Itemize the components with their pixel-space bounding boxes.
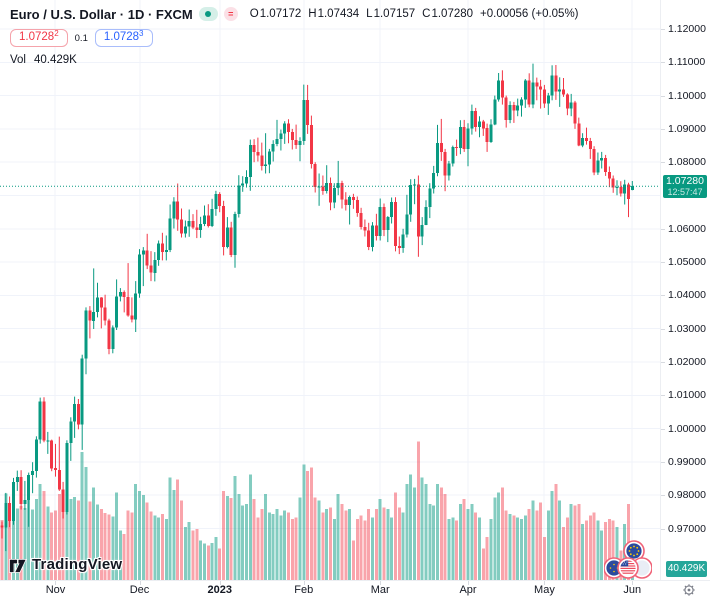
- high-label: H: [308, 8, 317, 20]
- price-axis-tick: [661, 428, 665, 430]
- low-label: L: [366, 8, 373, 20]
- bid-price: 1.0728: [19, 31, 55, 43]
- price-axis-label: 1.09000: [668, 122, 706, 135]
- time-axis-tick: [468, 581, 469, 585]
- tradingview-logo[interactable]: TradingView: [8, 555, 122, 574]
- time-axis-tick: [632, 581, 633, 585]
- bid-pip-sup: 2: [54, 29, 59, 38]
- price-axis-tick: [661, 295, 665, 297]
- green-dot-icon: [205, 11, 212, 17]
- price-axis-label: 0.98000: [668, 489, 706, 502]
- chart-legend: Euro / U.S. Dollar · 1D · FXCM = O 1.0717…: [10, 5, 579, 66]
- close-value: 1.07280: [431, 8, 474, 20]
- price-axis-label: 1.04000: [668, 289, 706, 302]
- time-axis-tick: [220, 581, 221, 585]
- sell-bid-button[interactable]: 1.0728 2: [10, 29, 68, 47]
- price-axis-tick: [661, 29, 665, 30]
- price-axis-label: 1.12000: [668, 23, 706, 35]
- price-axis-label: 1.10000: [668, 89, 706, 102]
- price-axis-tick: [661, 228, 665, 230]
- price-axis-label: 0.99000: [668, 455, 706, 468]
- time-axis-tick: [55, 581, 56, 585]
- price-axis-label: 0.97000: [668, 522, 706, 535]
- volume-axis-label: 40.429K: [666, 561, 707, 577]
- price-axis[interactable]: 1.12000 1.11000 1.10000 1.09000 1.08000 1.060…: [660, 0, 710, 580]
- price-axis-tick: [661, 262, 665, 264]
- last-price-label: 1.07280 12:57:47: [663, 174, 707, 198]
- price-axis-label: 1.03000: [668, 322, 706, 335]
- price-axis-tick: [661, 495, 665, 497]
- axis-settings-gear-icon[interactable]: [682, 583, 696, 597]
- price-axis-label: 1.00000: [668, 422, 706, 435]
- time-axis-tick: [380, 581, 381, 585]
- price-axis-label: 1.01000: [668, 389, 706, 402]
- tradingview-logo-text: TradingView: [32, 556, 123, 573]
- bar-countdown: 12:57:47: [667, 186, 703, 197]
- close-label: C: [422, 8, 431, 20]
- time-axis-label: Jun: [623, 584, 642, 596]
- volume-legend-value: 40.429K: [34, 54, 77, 66]
- price-axis-tick: [661, 528, 665, 530]
- low-value: 1.07157: [373, 8, 416, 20]
- price-axis-tick: [661, 362, 665, 363]
- ohlc-values: O 1.07172 H 1.07434 L 1.07157 C 1.07280 +0.0…: [250, 8, 579, 20]
- price-axis-tick: [661, 162, 665, 164]
- buy-ask-button[interactable]: 1.0728 3: [94, 29, 153, 47]
- time-axis[interactable]: Nov Dec 2023 Feb Mar Apr May Jun: [0, 580, 710, 600]
- price-axis-tick: [661, 395, 665, 397]
- ask-pip-sup: 3: [139, 29, 144, 38]
- tradingview-logo-icon: [9, 558, 27, 573]
- open-label: O: [249, 8, 259, 20]
- last-price-value: 1.07280: [666, 174, 704, 187]
- symbol-title[interactable]: Euro / U.S. Dollar · 1D · FXCM: [10, 6, 193, 22]
- economic-event-eu-icon[interactable]: [623, 540, 645, 567]
- economic-event-eu-us-icons[interactable]: [603, 556, 653, 585]
- price-axis-label: 1.05000: [668, 256, 706, 269]
- spread-value: 0.1: [74, 32, 88, 44]
- price-axis-label: 1.06000: [668, 222, 706, 235]
- price-axis-tick: [661, 461, 665, 463]
- change-value: +0.00056 (+0.05%): [480, 8, 579, 20]
- time-axis-tick: [304, 581, 305, 585]
- open-value: 1.07172: [259, 8, 302, 20]
- price-axis-tick: [661, 95, 665, 97]
- market-status-icon[interactable]: [198, 7, 218, 21]
- chart-canvas[interactable]: [0, 0, 660, 580]
- price-axis-label: 1.08000: [668, 156, 706, 169]
- time-axis-label: Nov: [45, 584, 66, 596]
- time-axis-label: Dec: [129, 584, 150, 596]
- time-axis-tick: [140, 581, 141, 585]
- price-axis-tick: [661, 62, 665, 64]
- price-axis-tick: [661, 328, 665, 330]
- delayed-data-icon[interactable]: =: [223, 7, 238, 21]
- high-value: 1.07434: [317, 8, 360, 20]
- time-axis-label: 2023: [207, 584, 232, 596]
- price-axis-tick: [661, 128, 665, 130]
- ask-price: 1.0728: [103, 31, 140, 43]
- price-axis-label: 1.11000: [668, 56, 706, 69]
- volume-legend-label: Vol: [10, 54, 26, 66]
- time-axis-label: May: [534, 584, 555, 596]
- time-axis-label: Apr: [459, 584, 477, 596]
- price-axis-label: 1.02000: [668, 356, 706, 368]
- time-axis-label: Mar: [370, 584, 390, 596]
- time-axis-tick: [544, 581, 545, 585]
- time-axis-label: Feb: [294, 584, 314, 596]
